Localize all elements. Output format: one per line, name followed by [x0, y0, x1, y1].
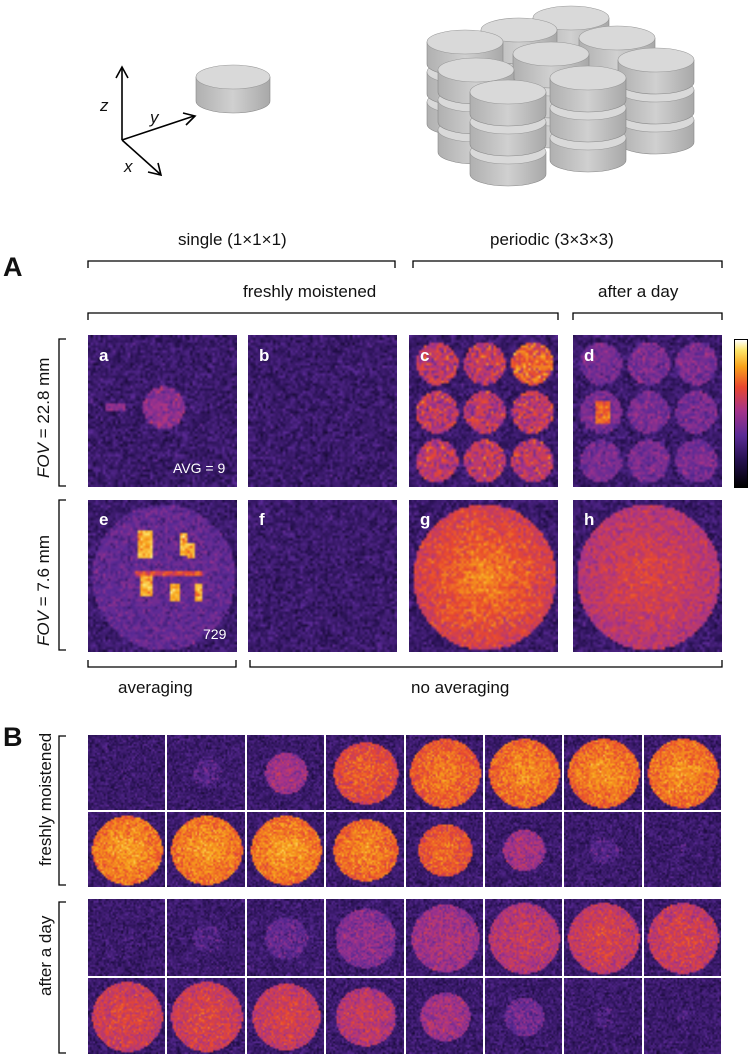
group-periodic-label: periodic (3×3×3)	[490, 230, 614, 249]
fresh-slice-13	[405, 812, 483, 887]
day-slice-8	[643, 899, 721, 976]
panel-h-letter: h	[584, 510, 595, 529]
group-single-label: single (1×1×1)	[178, 230, 287, 249]
fresh-slice-5	[405, 735, 483, 810]
day-slice-14	[484, 977, 563, 1054]
panel-e-avg-note: 729	[203, 626, 227, 642]
panel-a-letter: a	[99, 346, 109, 365]
section-a-letter: A	[3, 252, 23, 282]
panel-a-avg-note: AVG = 9	[173, 460, 226, 476]
stack-disk-23	[549, 65, 627, 113]
periodic-disk-stack-icon	[426, 5, 695, 187]
panel-f-letter: f	[259, 510, 265, 529]
stack-disk-17	[617, 47, 695, 95]
day-slice-6	[484, 899, 563, 976]
day-slice-15	[564, 977, 642, 1054]
fresh-slice-16	[643, 812, 721, 887]
colorbar	[734, 339, 748, 488]
panel-f	[248, 500, 397, 652]
panel-g	[409, 500, 558, 652]
day-slice-10	[167, 977, 245, 1054]
sample-illustration	[115, 5, 695, 187]
axis-x-label: x	[124, 157, 133, 176]
slice-grid-fresh	[88, 735, 721, 887]
stack-disk-26	[469, 79, 547, 127]
fresh-slice-2	[167, 735, 245, 810]
day-slice-2	[167, 899, 245, 976]
panel-e	[88, 500, 237, 652]
averaging-label: averaging	[118, 678, 193, 697]
panel-c-letter: c	[420, 346, 430, 365]
single-disk-icon	[195, 64, 271, 114]
day-slice-5	[405, 899, 483, 976]
fresh-slice-6	[484, 735, 563, 810]
panel-c	[409, 335, 558, 487]
panel-e-letter: e	[99, 510, 109, 529]
axis-y-label: y	[150, 108, 159, 127]
row-group-fresh-label: freshly moistened	[36, 732, 55, 866]
fresh-slice-8	[643, 735, 721, 810]
fresh-slice-12	[326, 812, 404, 887]
panel-g-letter: g	[420, 510, 431, 529]
day-slice-11	[246, 977, 325, 1054]
day-slice-16	[643, 977, 721, 1054]
group-freshly-label: freshly moistened	[243, 282, 377, 301]
day-slice-12	[326, 977, 404, 1054]
panel-b-letter: b	[259, 346, 270, 365]
fresh-slice-3	[246, 735, 325, 810]
day-slice-7	[564, 899, 642, 976]
axis-z-label: z	[100, 96, 109, 115]
panel-d-letter: d	[584, 346, 595, 365]
fresh-slice-15	[564, 812, 642, 887]
panel-b	[248, 335, 397, 487]
day-slice-13	[405, 977, 483, 1054]
day-slice-1	[88, 899, 166, 976]
fresh-slice-11	[246, 812, 325, 887]
fresh-slice-7	[564, 735, 642, 810]
slice-grid-after-day	[88, 899, 721, 1054]
day-slice-3	[246, 899, 325, 976]
day-slice-9	[88, 977, 166, 1054]
no-averaging-label: no averaging	[411, 678, 510, 697]
fresh-slice-4	[326, 735, 404, 810]
fresh-slice-9	[88, 812, 166, 887]
day-slice-4	[326, 899, 404, 976]
single-disk	[195, 64, 271, 114]
stack-disk-14	[512, 41, 590, 89]
fresh-slice-10	[167, 812, 245, 887]
fresh-slice-1	[88, 735, 166, 810]
group-after-day-label: after a day	[598, 282, 679, 301]
panel-a	[88, 335, 237, 487]
panel-h	[573, 500, 722, 652]
section-b-letter: B	[3, 722, 23, 752]
row-group-day-label: after a day	[36, 915, 55, 996]
coordinate-axes	[115, 65, 197, 177]
fresh-slice-14	[484, 812, 563, 887]
panel-d	[573, 335, 722, 487]
